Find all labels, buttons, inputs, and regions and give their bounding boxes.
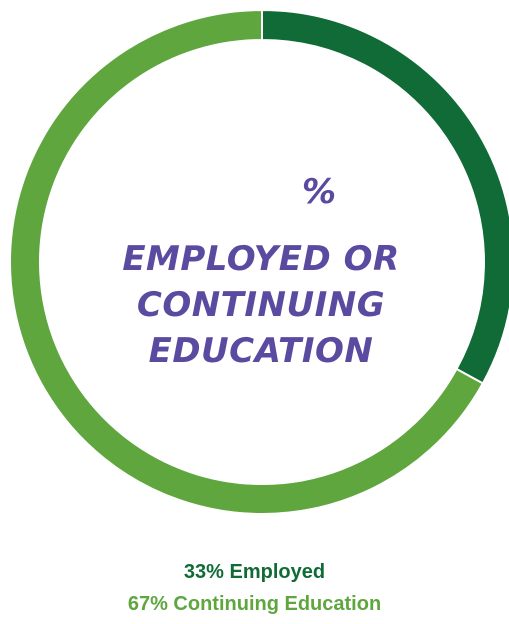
- donut-svg: [9, 8, 509, 515]
- legend-item-continuing-education: 67% Continuing Education: [127, 593, 382, 615]
- legend-item-employed: 33% Employed: [183, 561, 326, 583]
- donut-slices: [9, 8, 509, 515]
- donut-slice-employed: [261, 8, 509, 385]
- donut-slice-continuing-education: [9, 8, 485, 515]
- legend: 33% Employed 67% Continuing Education: [0, 556, 509, 620]
